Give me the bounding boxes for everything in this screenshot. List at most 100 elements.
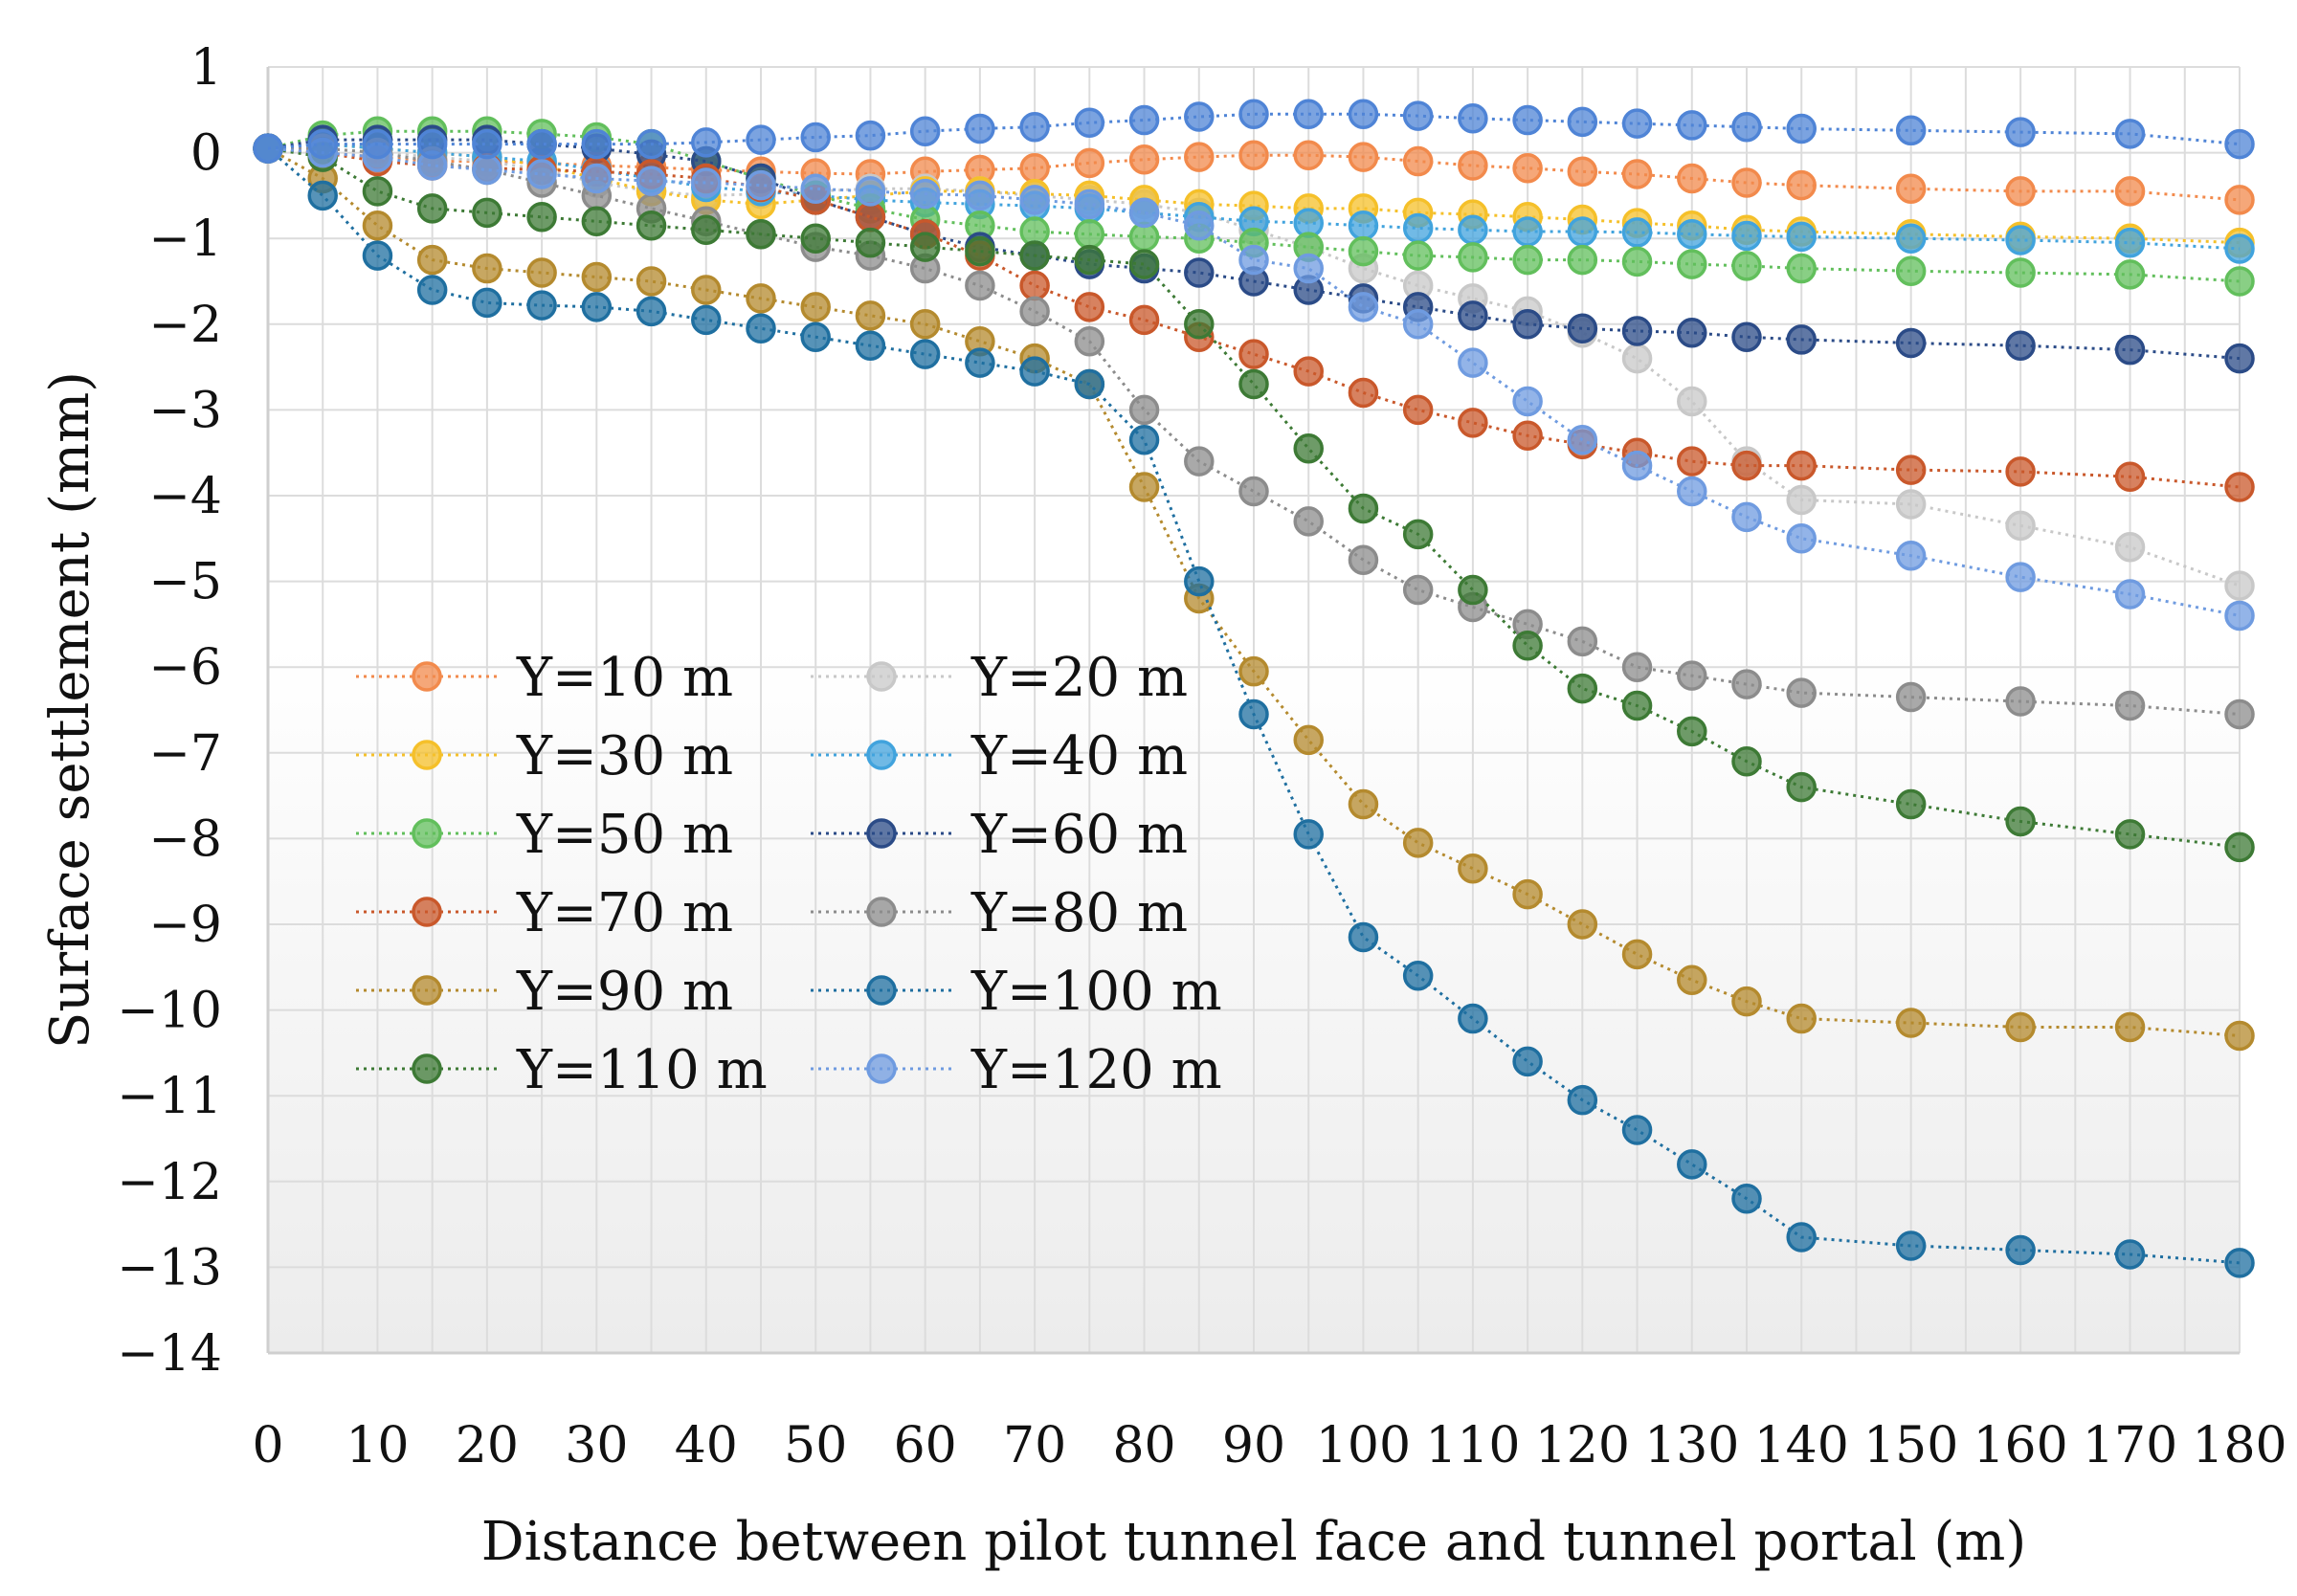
data-point — [1348, 493, 1379, 524]
data-point — [2005, 686, 2036, 717]
data-point — [2005, 456, 2036, 487]
x-tick-label: 140 — [1754, 1417, 1849, 1474]
x-tick-label: 110 — [1425, 1417, 1520, 1474]
data-point — [1512, 878, 1543, 910]
y-tick-label: −3 — [148, 382, 222, 439]
legend-item: Y=40 m — [811, 725, 1188, 787]
x-tick-label: 80 — [1112, 1417, 1175, 1474]
data-point — [691, 304, 722, 336]
x-tick-label: 150 — [1863, 1417, 1958, 1474]
y-tick-label: −4 — [148, 468, 222, 525]
data-point — [1895, 489, 1927, 520]
data-point — [1184, 309, 1215, 340]
data-point — [1731, 746, 1762, 777]
data-point — [1786, 523, 1817, 554]
legend-item: Y=30 m — [356, 725, 733, 787]
data-point — [1731, 1183, 1762, 1214]
legend-label: Y=10 m — [516, 647, 733, 709]
data-point — [1128, 144, 1160, 175]
data-point — [1677, 318, 1707, 348]
y-tick-label: −11 — [117, 1068, 222, 1125]
data-point — [1512, 244, 1543, 276]
data-point — [1786, 450, 1817, 481]
x-tick-label: 100 — [1316, 1417, 1411, 1474]
data-point — [1019, 356, 1050, 387]
x-tick-label: 60 — [894, 1417, 957, 1474]
data-point — [1184, 446, 1215, 477]
data-point — [746, 283, 776, 314]
data-point — [636, 211, 667, 241]
legend-label: Y=90 m — [516, 961, 733, 1023]
data-point — [1128, 425, 1160, 455]
data-point — [472, 253, 502, 284]
data-point — [1895, 115, 1927, 146]
data-point — [1786, 221, 1817, 253]
legend-item: Y=80 m — [811, 882, 1188, 944]
data-point — [2114, 227, 2146, 258]
data-point — [1567, 216, 1598, 247]
data-point — [746, 313, 776, 344]
legend-marker — [866, 818, 897, 849]
data-point — [526, 257, 557, 288]
data-point — [965, 113, 995, 144]
data-point — [1567, 313, 1598, 344]
data-point — [1731, 251, 1762, 281]
data-point — [1677, 446, 1707, 477]
data-point — [1348, 99, 1379, 130]
data-point — [1238, 244, 1269, 276]
data-point — [2224, 233, 2255, 264]
data-point — [1621, 108, 1653, 139]
data-point — [1458, 574, 1488, 606]
data-point — [1512, 104, 1543, 136]
data-point — [1677, 660, 1707, 691]
data-point — [1567, 673, 1598, 704]
data-point — [2005, 1011, 2036, 1043]
data-point — [1567, 425, 1598, 455]
legend-label: Y=70 m — [516, 882, 733, 944]
y-tick-label: −1 — [148, 211, 222, 268]
data-point — [965, 235, 995, 267]
data-point — [1402, 240, 1434, 271]
y-tick-label: 0 — [190, 125, 222, 183]
data-point — [691, 214, 722, 245]
data-point — [1128, 197, 1160, 229]
data-point — [909, 232, 941, 262]
data-point — [1184, 565, 1215, 597]
data-point — [1621, 316, 1653, 346]
legend-item: Y=100 m — [811, 961, 1222, 1023]
data-point — [1238, 99, 1269, 130]
data-series — [253, 99, 2255, 1278]
data-point — [1458, 103, 1488, 134]
data-point — [526, 202, 557, 233]
data-point — [800, 223, 831, 254]
series-line — [267, 146, 2241, 489]
data-point — [1786, 169, 1817, 201]
data-point — [307, 128, 338, 160]
data-point — [1458, 347, 1488, 378]
data-point — [691, 127, 722, 158]
legend-label: Y=30 m — [516, 725, 733, 787]
data-point — [1184, 211, 1215, 241]
data-point — [1128, 304, 1160, 336]
legend-marker — [412, 1053, 442, 1084]
data-point — [1348, 788, 1379, 820]
data-point — [472, 197, 502, 229]
data-point — [1238, 476, 1269, 507]
data-point — [2224, 570, 2255, 601]
data-point — [1731, 111, 1762, 143]
data-point — [855, 202, 886, 233]
data-point — [1184, 142, 1215, 172]
data-point — [1512, 216, 1543, 247]
data-point — [2114, 579, 2146, 610]
data-point — [1895, 223, 1927, 254]
data-point — [1895, 327, 1927, 359]
data-point — [1019, 152, 1050, 184]
x-tick-label: 170 — [2083, 1417, 2177, 1474]
data-point — [1128, 104, 1160, 136]
data-point — [1895, 454, 1927, 485]
data-point — [746, 218, 776, 250]
data-point — [1402, 961, 1434, 991]
data-point — [1128, 394, 1160, 426]
y-tick-label: −10 — [117, 983, 222, 1040]
